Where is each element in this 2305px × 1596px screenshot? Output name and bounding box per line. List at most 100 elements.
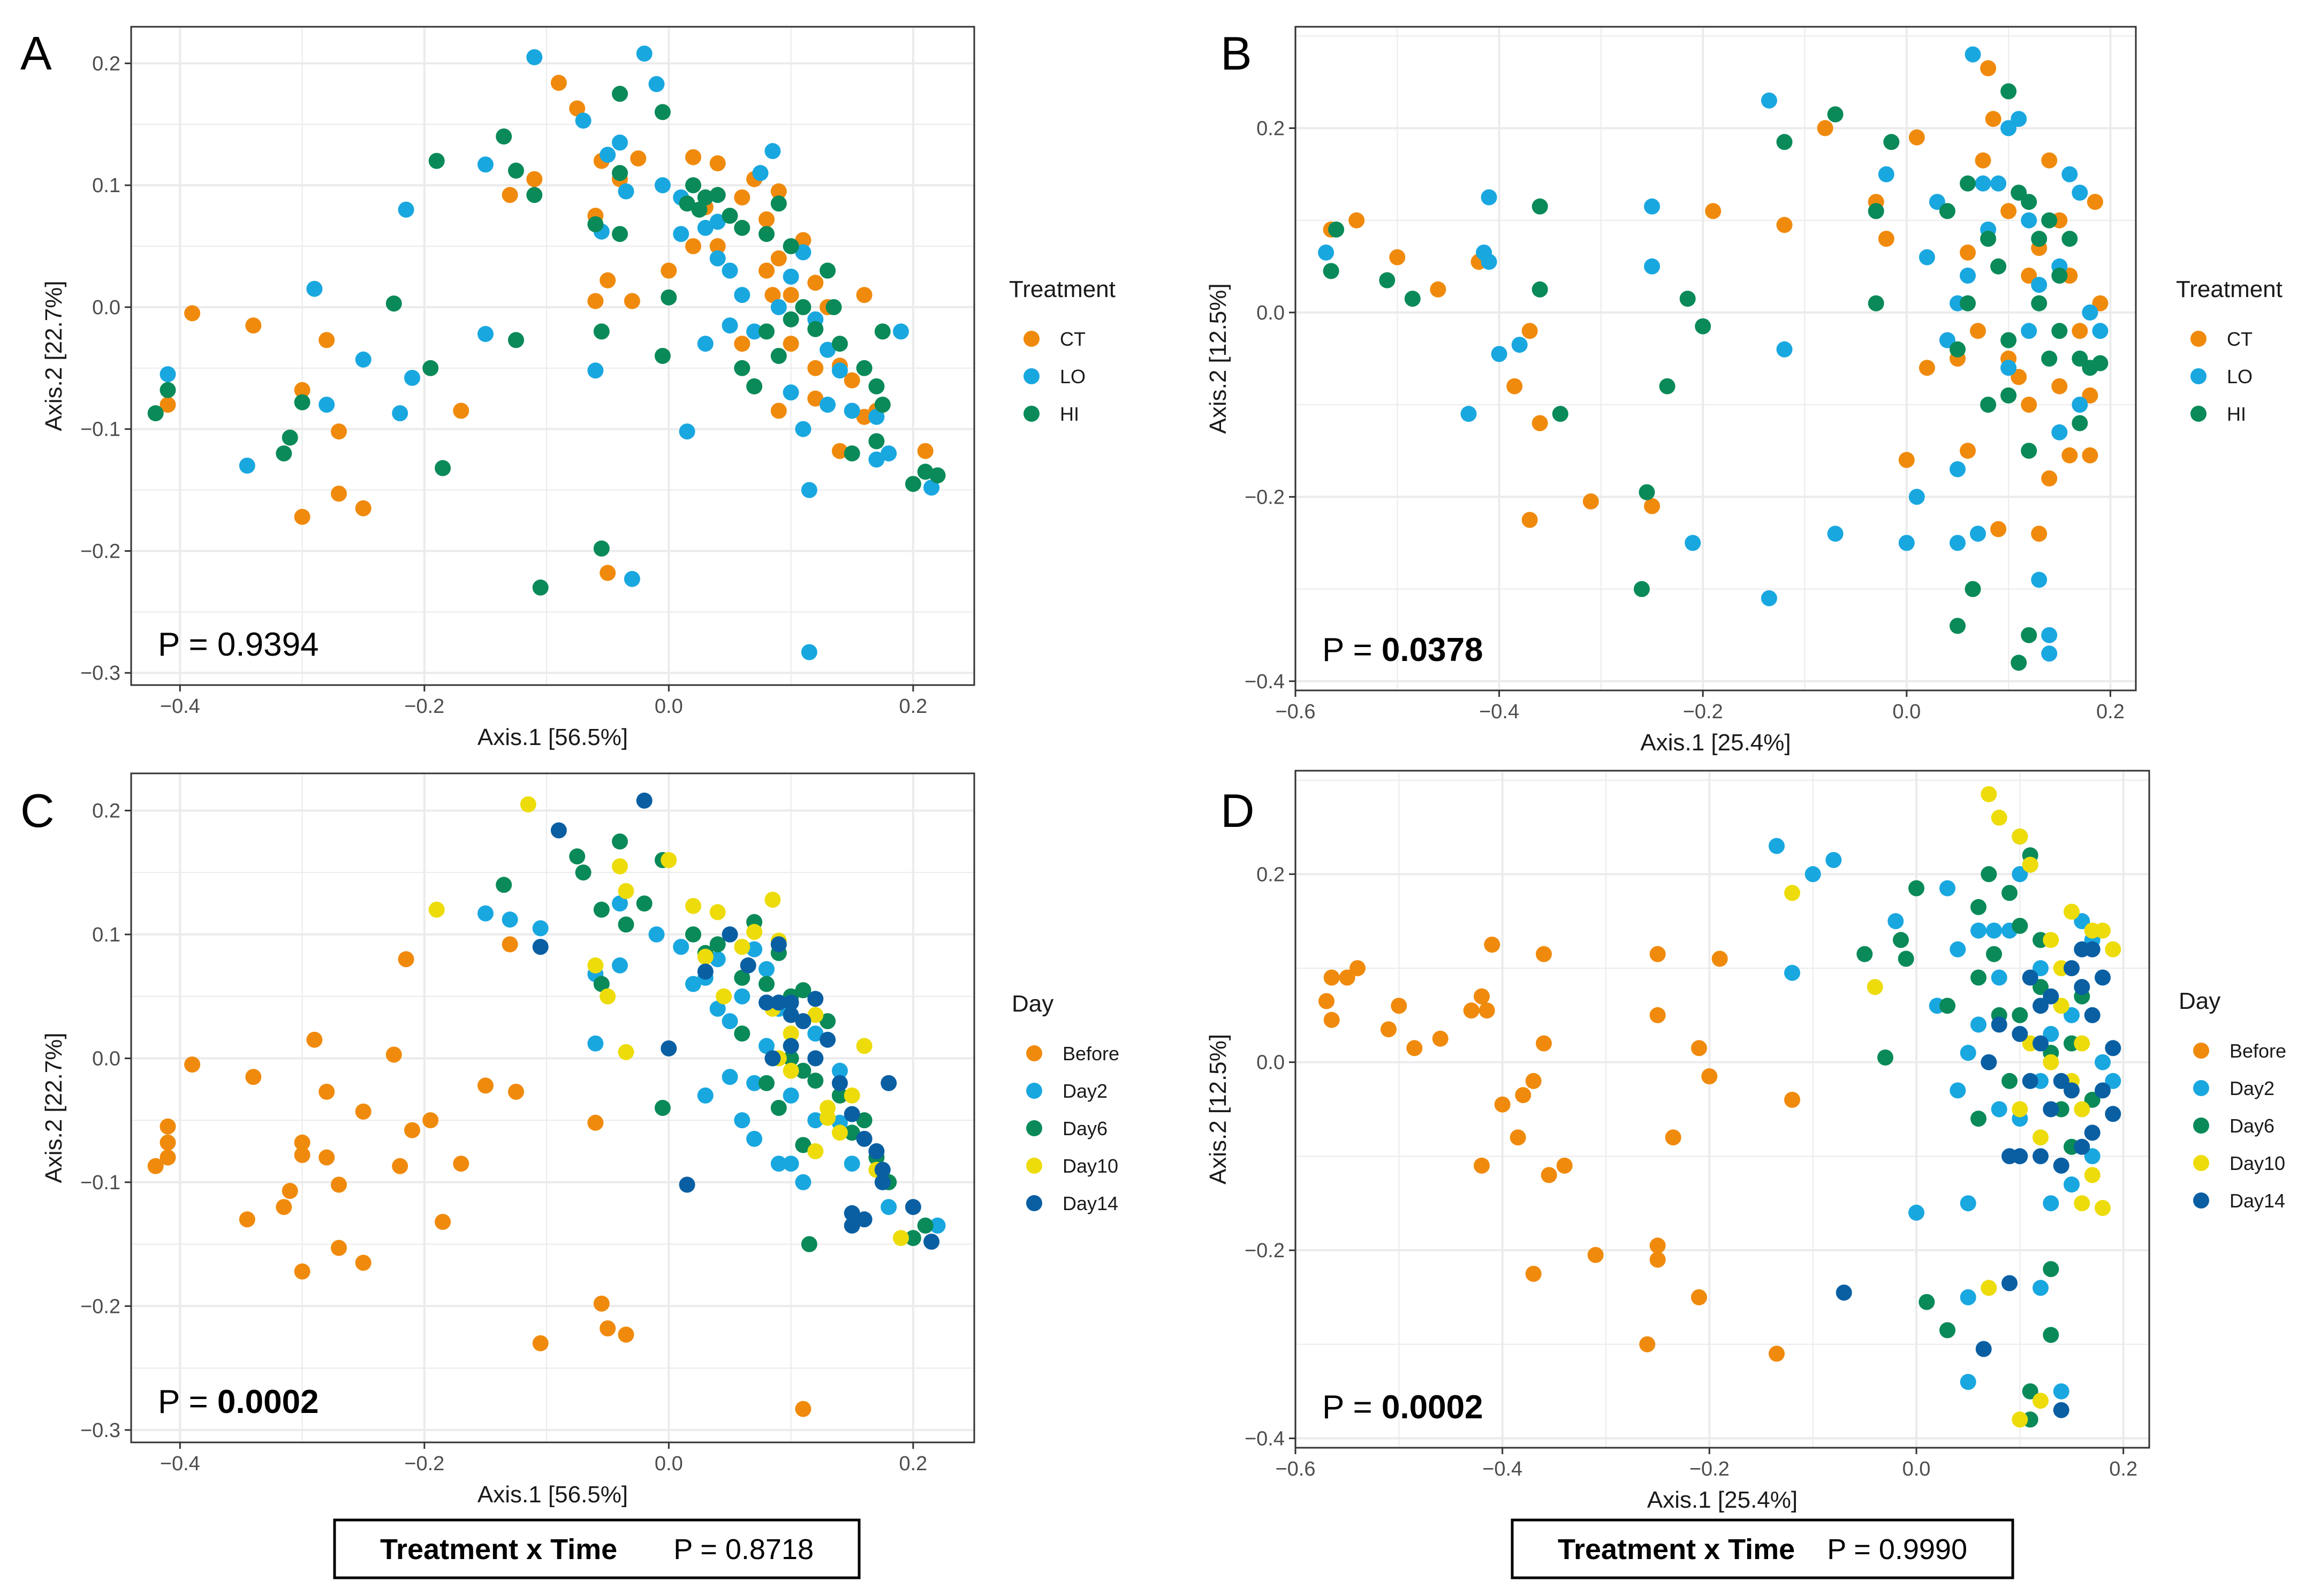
legend-key (2193, 1118, 2209, 1134)
data-point (2072, 323, 2088, 339)
data-point (783, 1087, 799, 1104)
data-point (893, 1230, 909, 1247)
data-point (404, 370, 420, 386)
x-axis-label: Axis.1 [25.4%] (1647, 1487, 1798, 1513)
data-point (1521, 512, 1538, 528)
data-point (2074, 1138, 2090, 1155)
data-point (759, 211, 775, 227)
data-point (160, 382, 176, 398)
data-point (795, 244, 812, 261)
legend-key (2190, 331, 2207, 347)
data-point (783, 384, 799, 401)
legend-label: Before (2230, 1040, 2286, 1062)
data-point (2053, 1157, 2069, 1174)
data-point (1348, 212, 1365, 229)
data-point (612, 165, 628, 181)
data-point (2011, 655, 2027, 671)
data-point (1328, 221, 1345, 238)
data-point (2022, 856, 2038, 873)
data-point (770, 195, 787, 212)
data-point (1701, 1068, 1718, 1084)
legend-key (1026, 1120, 1042, 1136)
y-tick-label: −0.1 (80, 419, 120, 441)
data-point (759, 976, 775, 992)
data-point (532, 939, 549, 955)
legend-label: CT (1060, 328, 1086, 350)
data-point (856, 1112, 873, 1129)
x-tick-label: −0.4 (1479, 701, 1519, 723)
data-point (2064, 960, 2080, 976)
data-point (294, 394, 310, 411)
data-point (2043, 932, 2059, 948)
legend-title: Day (2179, 988, 2220, 1014)
legend-title: Day (1012, 991, 1053, 1017)
data-point (679, 1176, 695, 1193)
panel-b: B −0.6 −0.4 −0.2 0.0 0.2 −0.4 −0.2 0.0 0.2 Axis.1 … (1205, 26, 2283, 756)
data-point (1970, 323, 1986, 339)
data-point (770, 250, 787, 267)
data-point (868, 433, 885, 450)
data-point (2001, 1275, 2018, 1291)
data-point (2000, 120, 2017, 136)
data-point (1552, 406, 1568, 422)
data-point (1531, 281, 1548, 298)
data-point (1318, 993, 1335, 1009)
data-point (770, 1156, 787, 1172)
data-point (453, 1156, 469, 1172)
data-point (2021, 443, 2037, 459)
data-point (2092, 295, 2109, 311)
data-point (1644, 198, 1660, 215)
data-point (1481, 254, 1497, 270)
data-point (1491, 346, 1507, 362)
legend-label: HI (2227, 403, 2246, 425)
data-point (294, 382, 310, 398)
data-point (1531, 198, 1548, 215)
data-point (587, 216, 604, 232)
data-point (2033, 1393, 2049, 1409)
data-point (746, 941, 763, 957)
panel-d: D −0.6 −0.4 −0.2 0.0 0.2 −0.4 −0.2 0.0 0.2 Axis.1 … (1205, 770, 2286, 1513)
data-point (1975, 152, 1991, 169)
y-tick-label: 0.0 (1256, 302, 1285, 324)
data-point (294, 1263, 310, 1280)
data-point (398, 951, 414, 968)
data-point (1893, 932, 1909, 948)
data-point (319, 332, 335, 348)
data-point (685, 238, 701, 254)
data-point (1980, 231, 1997, 247)
series-hi (147, 86, 946, 596)
x-tick-label: 0.2 (2096, 701, 2125, 723)
data-point (654, 104, 671, 120)
data-point (844, 445, 860, 462)
data-point (2043, 1054, 2059, 1070)
legend-key (1023, 368, 1040, 384)
data-point (734, 219, 750, 236)
legend: Day Before Day2 Day6 Day10 Day14 (1012, 991, 1119, 1214)
x-tick-label: −0.6 (1275, 1458, 1315, 1480)
data-point (709, 214, 726, 230)
data-point (618, 1044, 634, 1060)
data-point (1883, 134, 1900, 150)
x-axis-label: Axis.1 [25.4%] (1640, 729, 1791, 756)
data-point (2064, 1007, 2080, 1023)
data-point (184, 305, 201, 322)
data-point (496, 128, 512, 145)
data-point (502, 936, 518, 953)
data-point (856, 1130, 873, 1147)
data-point (477, 326, 494, 342)
data-point (1379, 272, 1396, 288)
p-value-prefix: P = (158, 1384, 217, 1420)
data-point (697, 336, 714, 352)
legend-label: Day2 (2230, 1077, 2274, 1099)
data-point (1868, 203, 1884, 219)
data-point (1960, 244, 1976, 261)
panel-letter: D (1220, 784, 1255, 837)
data-point (1960, 268, 1976, 284)
data-point (795, 1174, 812, 1190)
data-point (709, 951, 726, 968)
legend-key (2193, 1192, 2209, 1209)
data-point (2074, 979, 2090, 995)
data-point (654, 177, 671, 194)
data-point (1323, 1012, 1340, 1028)
data-point (2053, 1383, 2069, 1400)
